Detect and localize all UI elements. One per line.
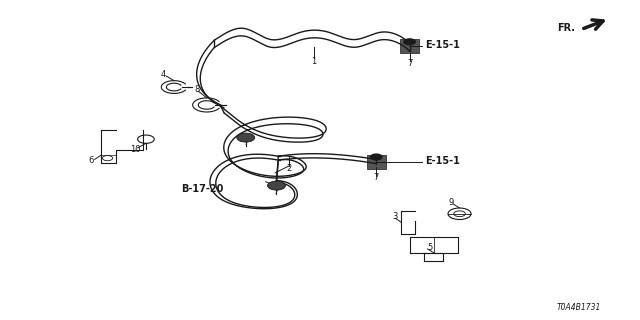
Text: 8: 8 — [195, 85, 200, 94]
Text: 7: 7 — [407, 59, 412, 68]
Circle shape — [237, 133, 255, 142]
Text: B-17-20: B-17-20 — [182, 184, 224, 195]
Text: 7: 7 — [243, 138, 248, 147]
Text: 9: 9 — [449, 198, 454, 207]
Circle shape — [268, 181, 285, 190]
Bar — [401, 39, 419, 53]
Text: 5: 5 — [428, 243, 433, 252]
Text: E-15-1: E-15-1 — [426, 40, 460, 51]
Text: 2: 2 — [287, 164, 292, 173]
Circle shape — [371, 154, 382, 160]
Text: 7: 7 — [274, 188, 279, 196]
Circle shape — [404, 39, 415, 45]
Text: 4: 4 — [161, 70, 166, 79]
Text: 7: 7 — [374, 173, 379, 182]
Text: 3: 3 — [392, 212, 397, 221]
Text: 6: 6 — [89, 156, 94, 165]
Text: E-15-1: E-15-1 — [426, 156, 460, 166]
Text: T0A4B1731: T0A4B1731 — [557, 303, 601, 312]
Bar — [367, 155, 385, 169]
Text: 1: 1 — [311, 57, 316, 66]
Text: 10: 10 — [131, 145, 141, 154]
Text: FR.: FR. — [557, 23, 575, 33]
